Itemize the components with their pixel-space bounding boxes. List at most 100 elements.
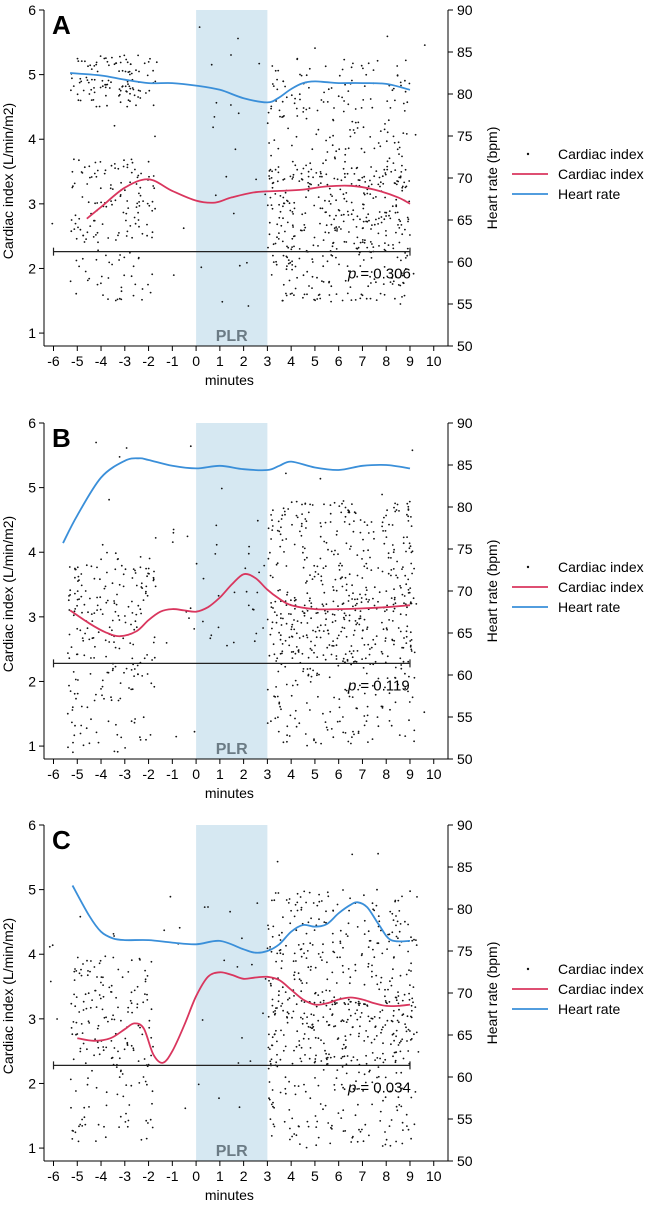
p-value: = 0.119 <box>360 677 409 694</box>
scatter-point <box>279 589 281 591</box>
scatter-point <box>284 1076 287 1079</box>
scatter-point <box>289 922 292 925</box>
scatter-point <box>406 502 409 505</box>
scatter-point <box>325 618 327 621</box>
scatter-point <box>87 81 90 84</box>
scatter-point <box>350 66 353 69</box>
scatter-point <box>311 261 314 263</box>
scatter-point <box>309 709 311 711</box>
scatter-point <box>324 658 327 661</box>
x-tick-label: 3 <box>263 1168 271 1184</box>
scatter-point <box>301 1018 304 1020</box>
scatter-point <box>359 531 362 534</box>
scatter-point <box>354 620 357 622</box>
scatter-point <box>392 247 395 250</box>
scatter-point <box>287 998 289 1001</box>
scatter-point <box>148 175 150 178</box>
scatter-point <box>80 705 83 708</box>
scatter-point <box>148 557 151 560</box>
scatter-point <box>385 536 388 538</box>
scatter-point <box>278 203 280 206</box>
scatter-point <box>280 518 283 520</box>
scatter-point <box>357 688 360 691</box>
scatter-point <box>213 116 216 118</box>
scatter-point <box>379 1110 382 1113</box>
scatter-point <box>372 948 374 951</box>
scatter-point <box>386 509 388 512</box>
scatter-point <box>409 890 411 893</box>
scatter-point <box>271 529 274 531</box>
scatter-point <box>83 603 86 606</box>
scatter-point <box>68 657 71 660</box>
scatter-point <box>138 70 140 73</box>
scatter-point <box>390 984 393 987</box>
scatter-point <box>70 646 73 648</box>
scatter-point <box>275 1061 278 1064</box>
scatter-point <box>284 230 286 233</box>
x-tick-label: -4 <box>95 766 108 782</box>
scatter-point <box>324 1104 327 1107</box>
scatter-point <box>410 1015 412 1018</box>
scatter-point <box>321 583 324 586</box>
scatter-point <box>292 176 294 179</box>
scatter-point <box>271 83 274 85</box>
scatter-point <box>362 1140 365 1143</box>
scatter-point <box>368 653 371 656</box>
scatter-point <box>49 980 52 983</box>
scatter-point <box>344 1130 347 1132</box>
scatter-point <box>256 902 259 904</box>
scatter-point <box>98 962 101 965</box>
scatter-point <box>134 620 137 623</box>
scatter-point <box>329 710 332 713</box>
scatter-point <box>146 594 149 597</box>
scatter-point <box>353 242 356 245</box>
scatter-point <box>384 196 386 199</box>
scatter-point <box>313 575 316 578</box>
scatter-point <box>409 640 412 642</box>
scatter-point <box>391 89 394 92</box>
scatter-point <box>298 93 301 96</box>
scatter-point <box>302 296 304 299</box>
y-right-tick-label: 65 <box>457 212 473 228</box>
scatter-point <box>338 706 341 709</box>
scatter-point <box>341 1066 344 1068</box>
scatter-point <box>386 100 389 102</box>
scatter-point <box>127 1119 130 1122</box>
scatter-point <box>291 237 294 240</box>
scatter-point <box>336 530 338 532</box>
scatter-point <box>87 1020 90 1023</box>
scatter-point <box>290 599 292 602</box>
scatter-point <box>356 275 359 278</box>
scatter-point <box>392 1055 394 1058</box>
scatter-point <box>384 640 387 642</box>
scatter-point <box>107 237 110 239</box>
scatter-point <box>277 589 280 592</box>
scatter-point <box>410 551 413 554</box>
scatter-point <box>415 603 418 605</box>
scatter-point <box>335 293 338 295</box>
scatter-point <box>359 1002 361 1005</box>
scatter-point <box>278 934 281 937</box>
scatter-point <box>303 558 306 561</box>
scatter-point <box>384 242 386 245</box>
scatter-point <box>130 991 133 994</box>
x-tick-label: -6 <box>47 1168 60 1184</box>
scatter-point <box>142 716 145 719</box>
cardiac-index-line <box>86 178 411 220</box>
scatter-point <box>378 217 380 220</box>
scatter-point <box>287 1012 290 1015</box>
x-tick-label: 5 <box>311 766 319 782</box>
scatter-point <box>100 558 102 561</box>
scatter-point <box>367 965 370 968</box>
x-tick-label: -1 <box>166 353 179 369</box>
scatter-point <box>376 1057 379 1059</box>
scatter-point <box>269 633 272 636</box>
scatter-point <box>324 624 327 626</box>
scatter-point <box>279 115 281 118</box>
scatter-point <box>82 89 85 92</box>
scatter-point <box>307 181 309 184</box>
scatter-point <box>293 1085 296 1087</box>
scatter-point <box>400 1040 402 1043</box>
scatter-point <box>398 241 401 244</box>
p-symbol: p <box>347 1079 356 1096</box>
